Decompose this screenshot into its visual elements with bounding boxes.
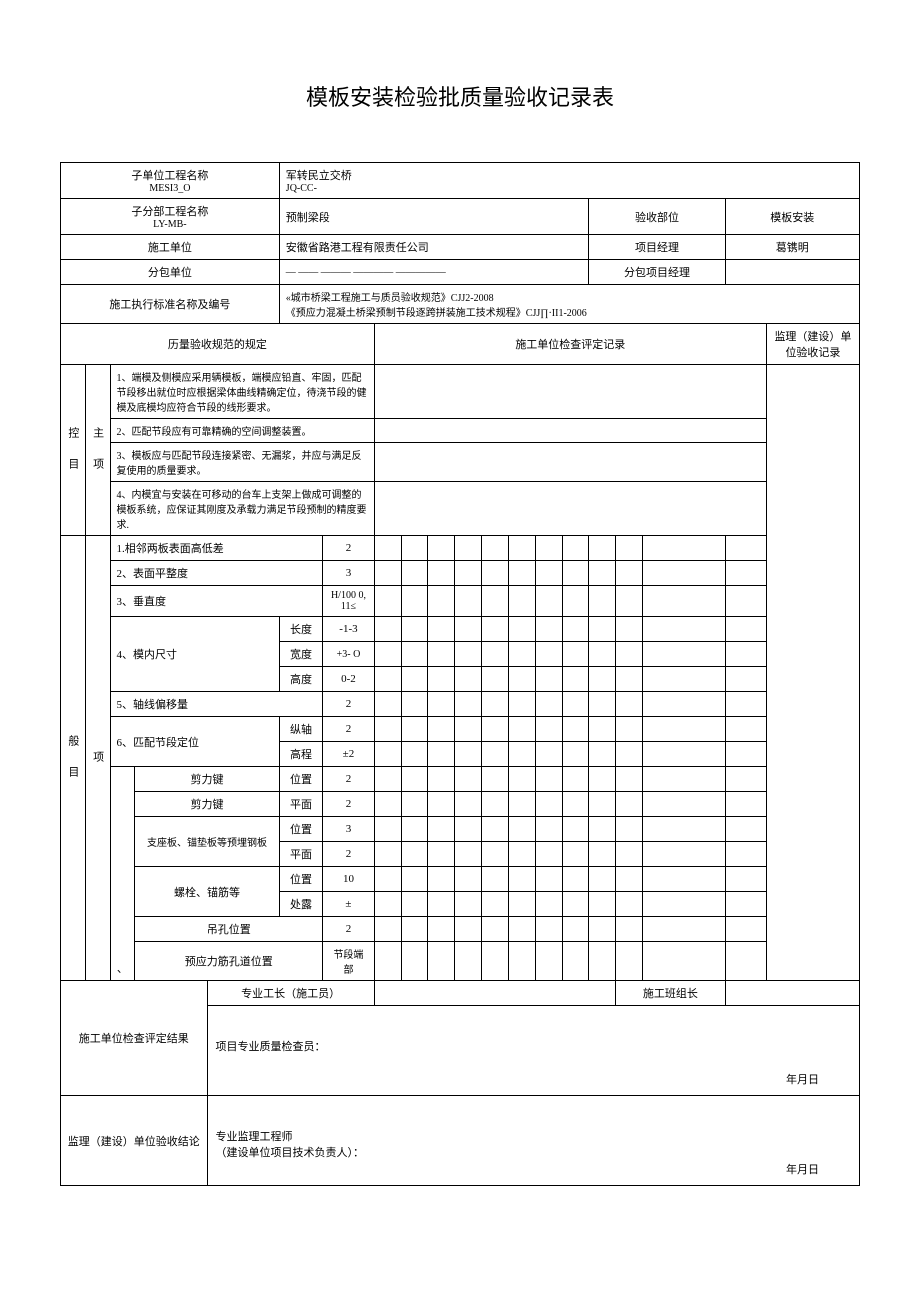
gb-b-11: 位置	[279, 817, 322, 842]
supervision-label: 监理（建设）单位验收记录	[766, 324, 859, 365]
sub-pm-label: 分包项目经理	[589, 260, 725, 285]
subcontract-label: 分包单位	[61, 260, 280, 285]
qc-date: 年月日	[786, 1071, 819, 1087]
gb-c-4: +3- O	[323, 642, 375, 667]
pm-val: 葛镌明	[725, 235, 859, 260]
gb-a-0: 1.相邻两板表面高低差	[110, 536, 323, 561]
gb-c-14: ±	[323, 892, 375, 917]
gb-a-11: 支座板、锚垫板等预埋钢板	[135, 817, 280, 867]
ga-row-1: 控 目 主 项 1、端模及侧模应采用辆模板，端模应铅直、牢固，匹配节段移出就位时…	[61, 365, 860, 419]
gb-c-7: 2	[323, 717, 375, 742]
gb-a-7: 6、匹配节段定位	[110, 717, 279, 767]
gb-b-9: 位置	[279, 767, 322, 792]
gb-b-10: 平面	[279, 792, 322, 817]
ga-item-1: 1、端模及侧模应采用辆模板，端模应铅直、牢固，匹配节段移出就位时应根据梁体曲线精…	[110, 365, 374, 419]
ga-item-2: 2、匹配节段应有可靠精确的空间调整装置。	[110, 419, 374, 443]
gb-b-3: 长度	[279, 617, 322, 642]
unit-project-val: 军转民立交桥	[286, 167, 853, 183]
pro-foreman-label: 专业工长（施工员）	[207, 981, 374, 1006]
standard-label: 施工执行标准名称及编号	[61, 285, 280, 324]
gb-trail: 、	[110, 767, 135, 981]
gb-c-3: -1-3	[323, 617, 375, 642]
subpart-val: 预制梁段	[279, 199, 589, 235]
gb-a-1: 2、表面平整度	[110, 561, 323, 586]
gb-c-8: ±2	[323, 742, 375, 767]
qc-inspector-label: 项目专业质量检查员：	[216, 1041, 326, 1053]
pm-label: 项目经理	[589, 235, 725, 260]
foot-row-1: 施工单位检查评定结果 专业工长（施工员） 施工班组长	[61, 981, 860, 1006]
gb-a-16: 预应力筋孔道位置	[135, 942, 323, 981]
gb-c-5: 0-2	[323, 667, 375, 692]
gb-c-13: 10	[323, 867, 375, 892]
construct-unit-label: 施工单位	[61, 235, 280, 260]
hdr-row-6: 历量验收规范的规定 施工单位检查评定记录 监理（建设）单位验收记录	[61, 324, 860, 365]
gb-a-13: 螺栓、锚筋等	[135, 867, 280, 917]
construct-unit-val: 安徽省路港工程有限责任公司	[279, 235, 589, 260]
check-record-label: 施工单位检查评定记录	[374, 324, 766, 365]
standard-val: «城市桥梁工程施工与质员验收规范》CJJ2-2008 《预应力混凝土桥梁预制节段…	[279, 285, 859, 324]
gb-a-10: 剪力键	[135, 792, 280, 817]
gb-a-9: 剪力键	[135, 767, 280, 792]
sub-pm-val	[725, 260, 859, 285]
supervision-eng-label: 专业监理工程师	[216, 1131, 293, 1143]
gb-c-1: 3	[323, 561, 375, 586]
gb-c-12: 2	[323, 842, 375, 867]
ga-side: 控 目	[61, 365, 86, 536]
gb-a-3: 4、模内尺寸	[110, 617, 279, 692]
gb-b-8: 高程	[279, 742, 322, 767]
unit-project-label: 子单位工程名称	[67, 167, 273, 183]
gb-c-11: 3	[323, 817, 375, 842]
subcontract-val: — —— ——— ———— —————	[279, 260, 589, 285]
gb-a-15: 吊孔位置	[135, 917, 323, 942]
supervision-blank	[766, 365, 859, 981]
ga-item-3: 3、模板应与匹配节段连接紧密、无漏浆，并应与满足反复使用的质量要求。	[110, 443, 374, 482]
page-title: 模板安装检验批质量验收记录表	[60, 80, 860, 112]
gb-row-0: 般 目 项 1.相邻两板表面高低差 2	[61, 536, 860, 561]
subpart-label: 子分部工程名称	[67, 203, 273, 219]
hdr-row-3: 施工单位 安徽省路港工程有限责任公司 项目经理 葛镌明	[61, 235, 860, 260]
gb-side: 般 目	[61, 536, 86, 981]
spec-col-label: 历量验收规范的规定	[61, 324, 375, 365]
accept-part-label: 验收部位	[589, 199, 725, 235]
gb-c-10: 2	[323, 792, 375, 817]
gb-b-7: 纵轴	[279, 717, 322, 742]
gb-b-5: 高度	[279, 667, 322, 692]
accept-part-val: 模板安装	[725, 199, 859, 235]
gb-mid: 项	[85, 536, 110, 981]
supervision-resp-label: （建设单位项目技术负责人）：	[216, 1147, 365, 1159]
gb-a-2: 3、垂直度	[110, 586, 323, 617]
supervision-date: 年月日	[786, 1161, 819, 1177]
gb-c-9: 2	[323, 767, 375, 792]
hdr-row-5: 施工执行标准名称及编号 «城市桥梁工程施工与质员验收规范》CJJ2-2008 《…	[61, 285, 860, 324]
gb-a-6: 5、轴线偏移量	[110, 692, 323, 717]
gb-c-15: 2	[323, 917, 375, 942]
hdr-row-1: 子单位工程名称 MESI3_O 军转民立交桥 JQ-CC-	[61, 163, 860, 199]
gb-c-16: 节段端部	[323, 942, 375, 981]
unit-project-sub: MESI3_O	[67, 183, 273, 194]
gb-b-12: 平面	[279, 842, 322, 867]
supervision-sig: 专业监理工程师 （建设单位项目技术负责人）： 年月日	[207, 1096, 859, 1186]
construct-check-result-label: 施工单位检查评定结果	[61, 981, 208, 1096]
main-table: 子单位工程名称 MESI3_O 军转民立交桥 JQ-CC- 子分部工程名称 LY…	[60, 162, 860, 1186]
supervision-conclusion-label: 监理（建设）单位验收结论	[61, 1096, 208, 1186]
gb-b-4: 宽度	[279, 642, 322, 667]
construct-check-sig: 项目专业质量检查员： 年月日	[207, 1006, 859, 1096]
ga-item-4: 4、内模宜与安装在可移动的台车上支架上做成可调整的模板系统，应保证其刚度及承载力…	[110, 482, 374, 536]
ga-blank-1	[374, 365, 766, 419]
hdr-row-4: 分包单位 — —— ——— ———— ————— 分包项目经理	[61, 260, 860, 285]
hdr-row-2: 子分部工程名称 LY-MB- 预制梁段 验收部位 模板安装	[61, 199, 860, 235]
gb-c-6: 2	[323, 692, 375, 717]
unit-project-valsub: JQ-CC-	[286, 183, 853, 194]
subpart-sub: LY-MB-	[67, 219, 273, 230]
gb-c-0: 2	[323, 536, 375, 561]
gb-b-13: 位置	[279, 867, 322, 892]
foot-row-3: 监理（建设）单位验收结论 专业监理工程师 （建设单位项目技术负责人）： 年月日	[61, 1096, 860, 1186]
ga-mid: 主 项	[85, 365, 110, 536]
team-leader-label: 施工班组长	[616, 981, 725, 1006]
gb-b-14: 处露	[279, 892, 322, 917]
gb-c-2: H/100 0,11≤	[323, 586, 375, 617]
